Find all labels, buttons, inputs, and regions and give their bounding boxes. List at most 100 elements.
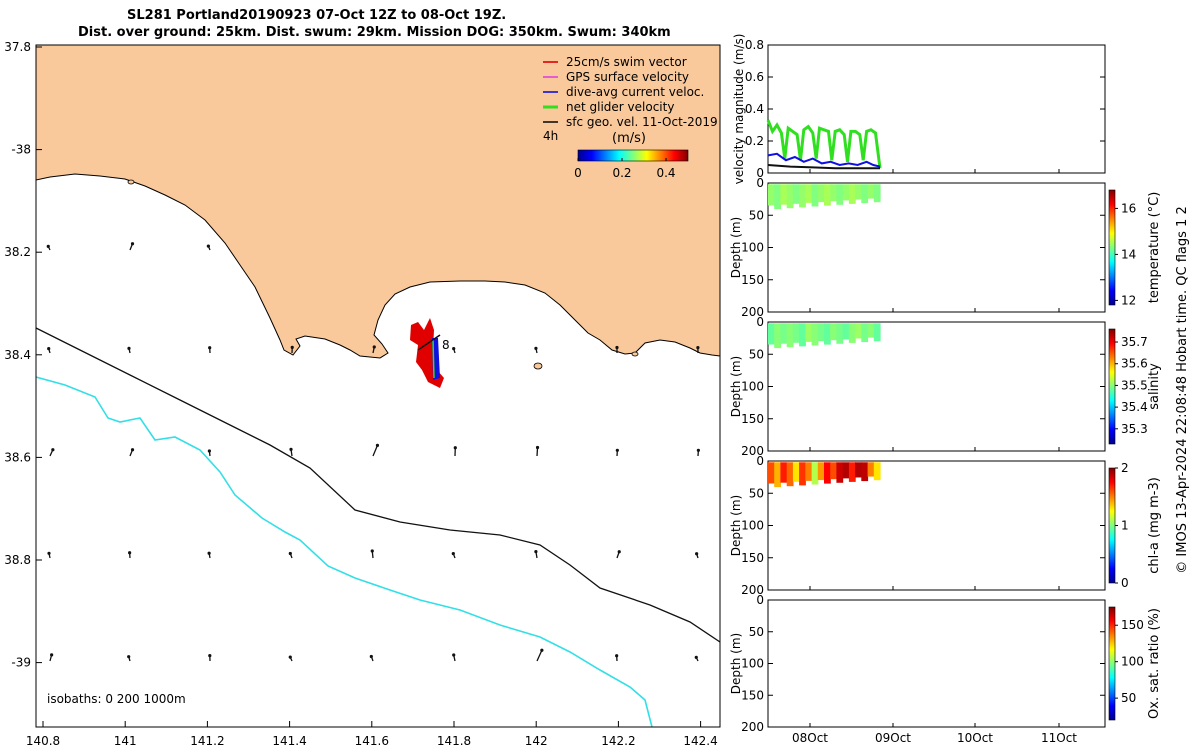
vel-ytick-label: 0.8 [745, 38, 764, 52]
profile-cell [873, 184, 881, 203]
profile-cell [842, 462, 850, 479]
geo-arrow-head [289, 447, 293, 451]
geo-arrow-head [208, 654, 212, 658]
legend-label: dive-avg current veloc. [566, 85, 704, 99]
colorbar-tick-label: 2 [1121, 461, 1129, 475]
profile-panel-salinity: 0 50 100 150 200 Depth (m) 35.3 35.4 35.5 35.6 35.… [729, 315, 1162, 458]
profile-cell [867, 323, 875, 338]
depth-ylabel: Depth (m) [729, 356, 743, 417]
velocity-ylabel: velocity magnitude (m/s) [732, 34, 746, 185]
profile-cell [780, 184, 788, 205]
profile-cell [830, 184, 837, 202]
colorbar-tick-label: 35.3 [1121, 422, 1148, 436]
profile-cell [873, 323, 881, 342]
geo-arrow-head [372, 345, 376, 349]
profile-cell [799, 462, 806, 486]
geo-arrow [536, 649, 543, 662]
depth-tick-label: 100 [741, 380, 764, 394]
legend-label: 25cm/s swim vector [566, 55, 687, 69]
map-cbar-tick-label: 0.4 [656, 166, 675, 180]
geo-arrow-head [615, 345, 619, 350]
net-velocity [432, 339, 435, 379]
velocity-series-line [767, 164, 880, 170]
profile-panel-temperature: 0 50 100 150 200 Depth (m) 12 14 16 temperature (… [729, 176, 1162, 319]
geo-arrow-head [130, 448, 135, 452]
map-xtick-label: 141.4 [272, 734, 306, 748]
profile-cell [811, 323, 819, 346]
profile-cell [861, 184, 869, 204]
profile-cell [836, 462, 844, 483]
profile-cell [873, 462, 881, 481]
map-xtick-label: 142.2 [601, 734, 635, 748]
profile-cell [811, 462, 819, 485]
map-ytick-label: 38.8 [4, 553, 31, 567]
colorbar-tick-label: 100 [1121, 655, 1144, 669]
colorbar-label: salinity [1147, 363, 1162, 410]
geo-arrow-head [617, 550, 621, 554]
vel-ytick-label: 0.2 [745, 134, 764, 148]
profile-cell [768, 184, 775, 206]
geo-arrow-head [694, 655, 698, 659]
chart-title-line1: SL281 Portland20190923 07-Oct 12Z to 08-… [127, 8, 507, 23]
profile-cell [792, 462, 800, 482]
time-tick-label: 09Oct [875, 731, 911, 745]
time-tick-label: 11Oct [1041, 731, 1077, 745]
profile-cell [842, 184, 850, 201]
geo-arrow-head [375, 443, 380, 447]
depth-tick-label: 200 [741, 444, 764, 458]
colorbar-label: chl-a (mg m-3) [1147, 477, 1162, 574]
depth-tick-label: 50 [749, 486, 764, 500]
geo-arrow-head [290, 345, 294, 349]
profile-cell [817, 462, 825, 481]
isobaths-label: isobaths: 0 200 1000m [47, 692, 186, 706]
map-colorbar [577, 149, 689, 162]
profile-cell [830, 462, 837, 480]
geo-arrow-head [127, 346, 131, 350]
profile-cell [824, 184, 831, 206]
geo-arrow-head [451, 551, 455, 556]
small-islands [127, 179, 639, 370]
isobath-200m [36, 327, 720, 643]
profile-cell [817, 323, 825, 342]
profile-cell [848, 462, 856, 482]
geo-arrow-head [696, 448, 700, 452]
colorbar-tick-label: 16 [1121, 201, 1136, 215]
profile-cell [805, 323, 813, 342]
profile-cell [799, 323, 806, 347]
map-cbar-tick-label: 0.2 [612, 166, 631, 180]
profile-cell [824, 462, 831, 484]
geo-arrow-head [453, 446, 457, 450]
geo-arrow-head [206, 244, 210, 248]
geo-arrow-head [128, 551, 132, 555]
profile-cell [861, 323, 869, 343]
depth-tick-label: 100 [741, 519, 764, 533]
colorbar-tick-label: 12 [1121, 293, 1136, 307]
depth-tick-label: 200 [741, 305, 764, 319]
profile-cell [836, 323, 844, 344]
geo-arrow-head [50, 653, 54, 657]
time-tick-label: 08Oct [792, 731, 828, 745]
time-tick-label: 10Oct [957, 731, 993, 745]
profile-axes [767, 460, 1106, 591]
geo-arrow-head [615, 654, 619, 658]
chart-title-line2: Dist. over ground: 25km. Dist. swum: 29k… [78, 25, 671, 40]
geo-arrow-head [615, 448, 619, 452]
depth-tick-label: 100 [741, 657, 764, 671]
profile-cell [848, 323, 856, 343]
depth-ylabel: Depth (m) [729, 495, 743, 556]
map-ytick-label: 38.2 [4, 245, 31, 259]
geo-arrow-head [130, 242, 135, 246]
profile-cell [786, 462, 794, 487]
geo-arrow-head [47, 551, 51, 555]
map-xtick-label: 140.8 [26, 734, 60, 748]
isobath-1000m [36, 376, 653, 727]
profile-cell [774, 462, 781, 488]
depth-tick-label: 150 [741, 551, 764, 565]
colorbar-tick-label: 35.7 [1121, 335, 1148, 349]
depth-tick-label: 50 [749, 347, 764, 361]
colorbar-tick-label: 150 [1121, 618, 1144, 632]
geo-arrow-head [452, 347, 456, 351]
geo-arrow-head [452, 653, 456, 657]
